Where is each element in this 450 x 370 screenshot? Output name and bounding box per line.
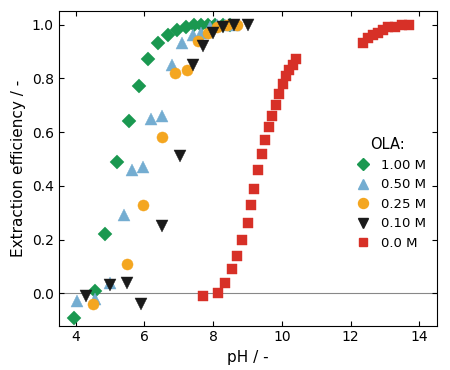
Legend: 1.00 M, 0.50 M, 0.25 M, 0.10 M, 0.0 M: 1.00 M, 0.50 M, 0.25 M, 0.10 M, 0.0 M	[349, 137, 426, 250]
Y-axis label: Extraction efficiency / -: Extraction efficiency / -	[11, 80, 26, 257]
X-axis label: pH / -: pH / -	[227, 350, 268, 365]
